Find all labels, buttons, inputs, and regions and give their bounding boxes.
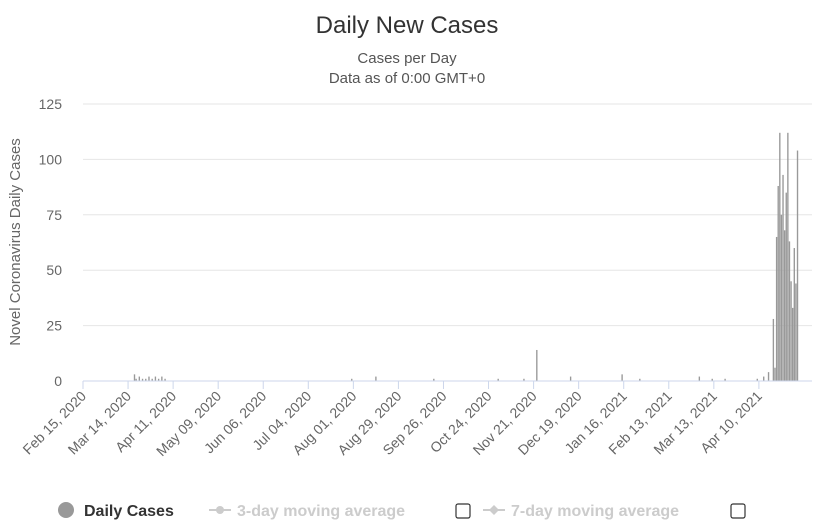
bar[interactable] — [780, 214, 783, 381]
bar[interactable] — [724, 378, 726, 381]
bar[interactable] — [775, 236, 778, 381]
bar[interactable] — [497, 378, 499, 381]
bar[interactable] — [787, 132, 789, 381]
bar[interactable] — [536, 349, 538, 381]
legend: Daily Cases 3-day moving average 7-day m… — [58, 502, 746, 520]
gridlines — [83, 103, 812, 327]
bar[interactable] — [138, 376, 141, 381]
chart-subtitle-line-1: Cases per Day — [357, 50, 457, 67]
bar[interactable] — [792, 307, 794, 381]
bars — [133, 132, 799, 381]
bar[interactable] — [772, 318, 775, 381]
bar[interactable] — [151, 378, 153, 381]
chart-title: Daily New Cases — [316, 12, 499, 39]
bar[interactable] — [796, 150, 799, 381]
bar[interactable] — [767, 372, 770, 381]
y-tick-label: 0 — [54, 373, 62, 389]
bar[interactable] — [148, 376, 150, 381]
bar[interactable] — [779, 132, 781, 381]
legend-checkbox-7-day[interactable] — [730, 503, 746, 519]
bar[interactable] — [639, 378, 641, 381]
legend-checkbox-3-day[interactable] — [455, 503, 471, 519]
bar[interactable] — [375, 376, 377, 381]
legend-label-daily-cases: Daily Cases — [84, 503, 174, 520]
legend-marker-icon — [216, 506, 224, 514]
bar[interactable] — [433, 378, 435, 381]
bar[interactable] — [785, 192, 787, 381]
bar[interactable] — [351, 378, 353, 381]
bar[interactable] — [164, 378, 166, 381]
bar[interactable] — [141, 378, 144, 381]
legend-diamond-icon — [489, 505, 499, 515]
bar[interactable] — [788, 241, 791, 381]
bar[interactable] — [161, 376, 163, 381]
bar[interactable] — [135, 378, 137, 381]
bar[interactable] — [523, 378, 525, 381]
bar[interactable] — [698, 376, 701, 381]
y-tick-label: 25 — [46, 318, 62, 334]
bar[interactable] — [154, 376, 157, 381]
bar[interactable] — [711, 378, 713, 381]
bar[interactable] — [157, 378, 160, 381]
legend-marker-daily-cases — [58, 502, 74, 518]
legend-item-daily-cases[interactable]: Daily Cases — [58, 502, 174, 520]
bar[interactable] — [790, 281, 792, 381]
bar[interactable] — [756, 378, 758, 381]
chart-subtitle-line-2: Data as of 0:00 GMT+0 — [329, 70, 485, 87]
legend-label-3-day-moving-average: 3-day moving average — [237, 503, 405, 520]
bar[interactable] — [793, 248, 795, 381]
bar[interactable] — [777, 185, 779, 381]
legend-item-7-day-moving-average[interactable]: 7-day moving average — [483, 503, 679, 520]
y-tick-label: 50 — [46, 262, 62, 278]
bar[interactable] — [621, 374, 623, 381]
y-tick-label: 75 — [46, 207, 62, 223]
legend-label-7-day-moving-average: 7-day moving average — [511, 503, 679, 520]
y-axis-label: Novel Coronavirus Daily Cases — [7, 138, 24, 346]
bar[interactable] — [569, 376, 572, 381]
bar[interactable] — [782, 174, 784, 381]
bar[interactable] — [133, 374, 136, 381]
legend-item-3-day-moving-average[interactable]: 3-day moving average — [209, 503, 405, 520]
y-axis-ticks: 0 25 50 75 100 125 — [39, 96, 63, 389]
y-tick-label: 125 — [39, 96, 63, 112]
bar[interactable] — [145, 378, 147, 381]
bar[interactable] — [795, 283, 797, 381]
bar[interactable] — [763, 376, 765, 381]
bar[interactable] — [774, 367, 776, 381]
y-tick-label: 100 — [39, 151, 63, 167]
bar[interactable] — [783, 230, 786, 381]
